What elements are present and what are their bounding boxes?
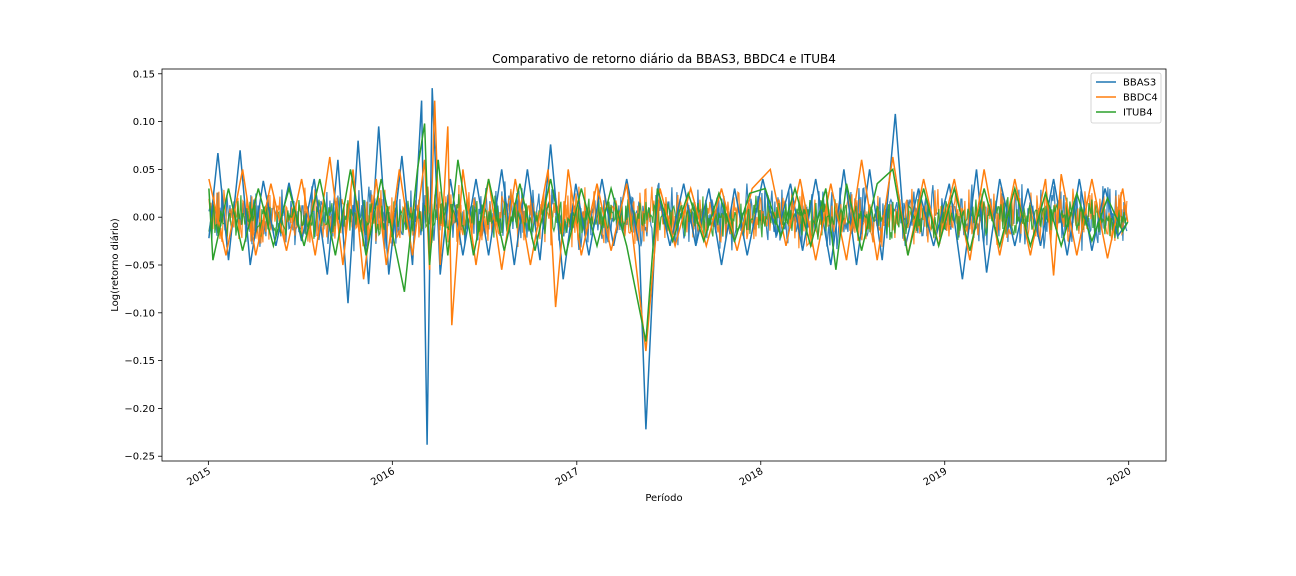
legend-label-bbdc4: BBDC4 <box>1123 93 1158 104</box>
x-tick-label: 2019 <box>922 466 950 488</box>
y-axis: 0.15 0.10 0.05 0.00 −0.05 −0.10 −0.15 −0.20 −0.2… <box>124 69 162 463</box>
y-tick-label: −0.20 <box>124 404 155 415</box>
x-tick-label: 2018 <box>738 466 766 488</box>
y-tick-label: −0.10 <box>124 308 155 319</box>
x-tick-label: 2020 <box>1106 466 1134 488</box>
x-tick-label: 2017 <box>554 466 582 488</box>
x-axis-label: Período <box>645 492 682 504</box>
chart-title: Comparativo de retorno diário da BBAS3, … <box>492 52 836 66</box>
y-tick-label: −0.15 <box>124 356 155 367</box>
x-tick-label: 2015 <box>185 466 213 488</box>
legend-label-bbas3: BBAS3 <box>1123 78 1156 89</box>
y-tick-label: 0.05 <box>133 165 155 176</box>
y-tick-label: 0.15 <box>133 69 155 80</box>
legend: BBAS3 BBDC4 ITUB4 <box>1090 72 1162 124</box>
series-line-bbas3 <box>208 88 1129 445</box>
legend-box <box>1090 72 1162 124</box>
x-axis: 2015 2016 2017 2018 2019 2020 <box>185 461 1133 488</box>
y-axis-label: Log(retorno diário) <box>109 218 121 312</box>
series-noise-itub4 <box>208 194 1128 241</box>
y-tick-label: 0.10 <box>133 117 155 128</box>
plot-frame <box>161 68 1167 462</box>
series-layer <box>208 88 1129 445</box>
x-tick-label: 2016 <box>369 466 397 488</box>
y-tick-label: 0.00 <box>133 213 155 224</box>
series-line-itub4 <box>208 123 1129 342</box>
legend-label-itub4: ITUB4 <box>1123 108 1153 119</box>
y-tick-label: −0.25 <box>124 452 155 463</box>
y-tick-label: −0.05 <box>124 261 155 272</box>
